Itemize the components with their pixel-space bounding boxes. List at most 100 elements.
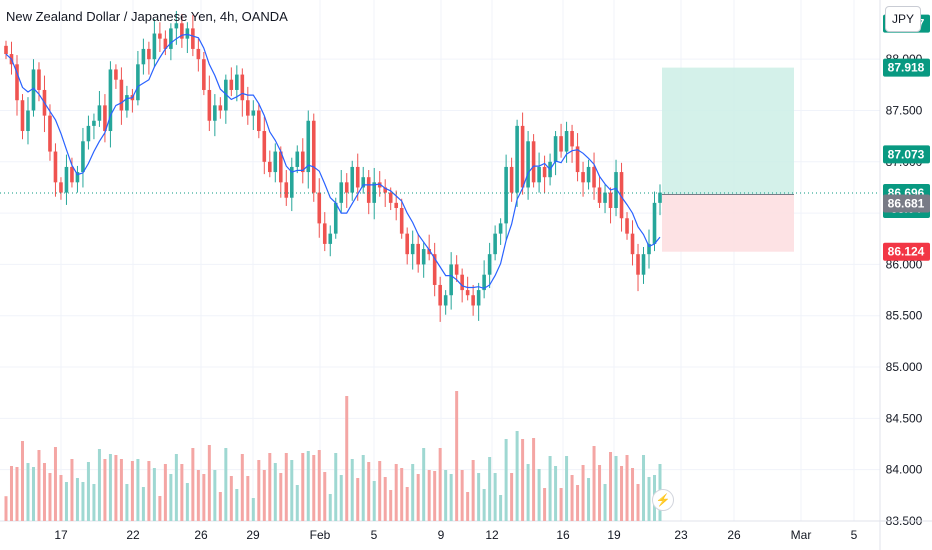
y-tick-label: 85.500 bbox=[886, 309, 923, 323]
candle-body bbox=[278, 151, 283, 183]
volume-bar bbox=[477, 473, 481, 521]
currency-button[interactable]: JPY bbox=[885, 6, 921, 32]
candle-body bbox=[564, 131, 569, 152]
target-price-label: 87.918 bbox=[888, 61, 925, 75]
volume-bar bbox=[389, 490, 393, 521]
x-tick-label: 29 bbox=[246, 528, 260, 542]
volume-bar bbox=[422, 448, 426, 521]
candle-body bbox=[515, 125, 519, 193]
candle-body bbox=[114, 69, 118, 80]
volume-bar bbox=[64, 482, 68, 521]
candle-body bbox=[4, 45, 8, 55]
volume-bar bbox=[416, 474, 420, 521]
volume-bar bbox=[20, 441, 24, 521]
volume-bar bbox=[581, 465, 585, 521]
candle-body bbox=[70, 166, 74, 183]
candle-body bbox=[366, 177, 371, 203]
volume-bar bbox=[548, 456, 552, 521]
entry-price-label-bg bbox=[883, 194, 930, 213]
volume-bar bbox=[312, 455, 316, 521]
candle-body bbox=[553, 136, 558, 162]
volume-bar bbox=[444, 470, 448, 521]
volume-bar bbox=[218, 492, 222, 521]
candle-body bbox=[37, 69, 41, 90]
volume-bar bbox=[42, 463, 46, 521]
candle-body bbox=[20, 100, 25, 132]
volume-bar bbox=[257, 460, 261, 521]
candle-body bbox=[26, 110, 30, 132]
candle-body bbox=[542, 166, 547, 178]
x-tick-label: 26 bbox=[727, 528, 741, 542]
candle-body bbox=[647, 243, 651, 255]
volume-bar bbox=[9, 466, 13, 521]
volume-bar bbox=[587, 478, 591, 521]
volume-bar bbox=[26, 463, 30, 521]
volume-bar bbox=[185, 483, 189, 521]
volume-bar bbox=[504, 439, 508, 521]
volume-bar bbox=[405, 487, 409, 521]
volume-bar bbox=[543, 488, 547, 521]
y-tick-label: 84.000 bbox=[886, 463, 923, 477]
candle-body bbox=[559, 136, 563, 152]
volume-bar bbox=[295, 485, 299, 521]
y-tick-label: 86.000 bbox=[886, 257, 923, 271]
candle-body bbox=[608, 192, 613, 208]
candle-body bbox=[432, 254, 437, 285]
candle-body bbox=[48, 115, 52, 152]
candle-body bbox=[355, 166, 360, 188]
volume-bar bbox=[59, 475, 63, 521]
lightning-icon[interactable]: ⚡ bbox=[652, 489, 674, 511]
candle-body bbox=[410, 243, 415, 255]
volume-bar bbox=[136, 459, 140, 521]
candle-body bbox=[125, 95, 129, 111]
volume-bar bbox=[180, 464, 184, 521]
candle-body bbox=[597, 187, 602, 203]
stop-price-label: 86.124 bbox=[888, 245, 925, 259]
candle-body bbox=[592, 166, 596, 188]
volume-bar bbox=[4, 496, 8, 521]
candle-body bbox=[531, 141, 536, 183]
volume-bar bbox=[273, 463, 277, 521]
candle-body bbox=[317, 192, 322, 224]
candle-body bbox=[344, 182, 349, 193]
volume-bar bbox=[246, 476, 250, 521]
candle-body bbox=[306, 120, 311, 173]
target-price-label-bg bbox=[883, 58, 930, 77]
volume-bar bbox=[356, 478, 360, 521]
y-tick-label: 84.500 bbox=[886, 411, 923, 425]
volume-bar bbox=[251, 498, 255, 521]
profit-zone bbox=[662, 67, 794, 195]
volume-bar bbox=[592, 446, 596, 521]
volume-bar bbox=[394, 464, 398, 521]
candle-body bbox=[449, 264, 453, 296]
entry-price-label: 86.681 bbox=[888, 197, 925, 211]
volume-bar bbox=[141, 487, 145, 521]
symbol-title: New Zealand Dollar / Japanese Yen, 4h, O… bbox=[6, 9, 288, 24]
candle-body bbox=[603, 192, 607, 203]
candle-body bbox=[504, 166, 508, 224]
candle-body bbox=[300, 151, 305, 173]
volume-bar bbox=[367, 462, 371, 521]
candle-body bbox=[59, 182, 63, 193]
candle-body bbox=[427, 249, 431, 255]
last-close-label-bg bbox=[883, 145, 930, 164]
candle-body bbox=[322, 223, 327, 244]
candle-body bbox=[163, 38, 168, 49]
candle-body bbox=[388, 192, 393, 203]
candle-body bbox=[460, 274, 464, 291]
volume-bar bbox=[466, 492, 470, 521]
candle-body bbox=[86, 125, 91, 142]
volume-bar bbox=[554, 466, 558, 521]
candle-body bbox=[487, 254, 492, 275]
volume-bar bbox=[86, 462, 90, 521]
candle-body bbox=[97, 105, 102, 121]
volume-bar bbox=[119, 459, 123, 521]
volume-bar bbox=[455, 391, 459, 521]
candle-body bbox=[471, 295, 475, 306]
candle-body bbox=[251, 110, 256, 116]
candle-body bbox=[141, 48, 146, 65]
volume-bar bbox=[290, 460, 294, 521]
candle-body bbox=[377, 182, 382, 188]
